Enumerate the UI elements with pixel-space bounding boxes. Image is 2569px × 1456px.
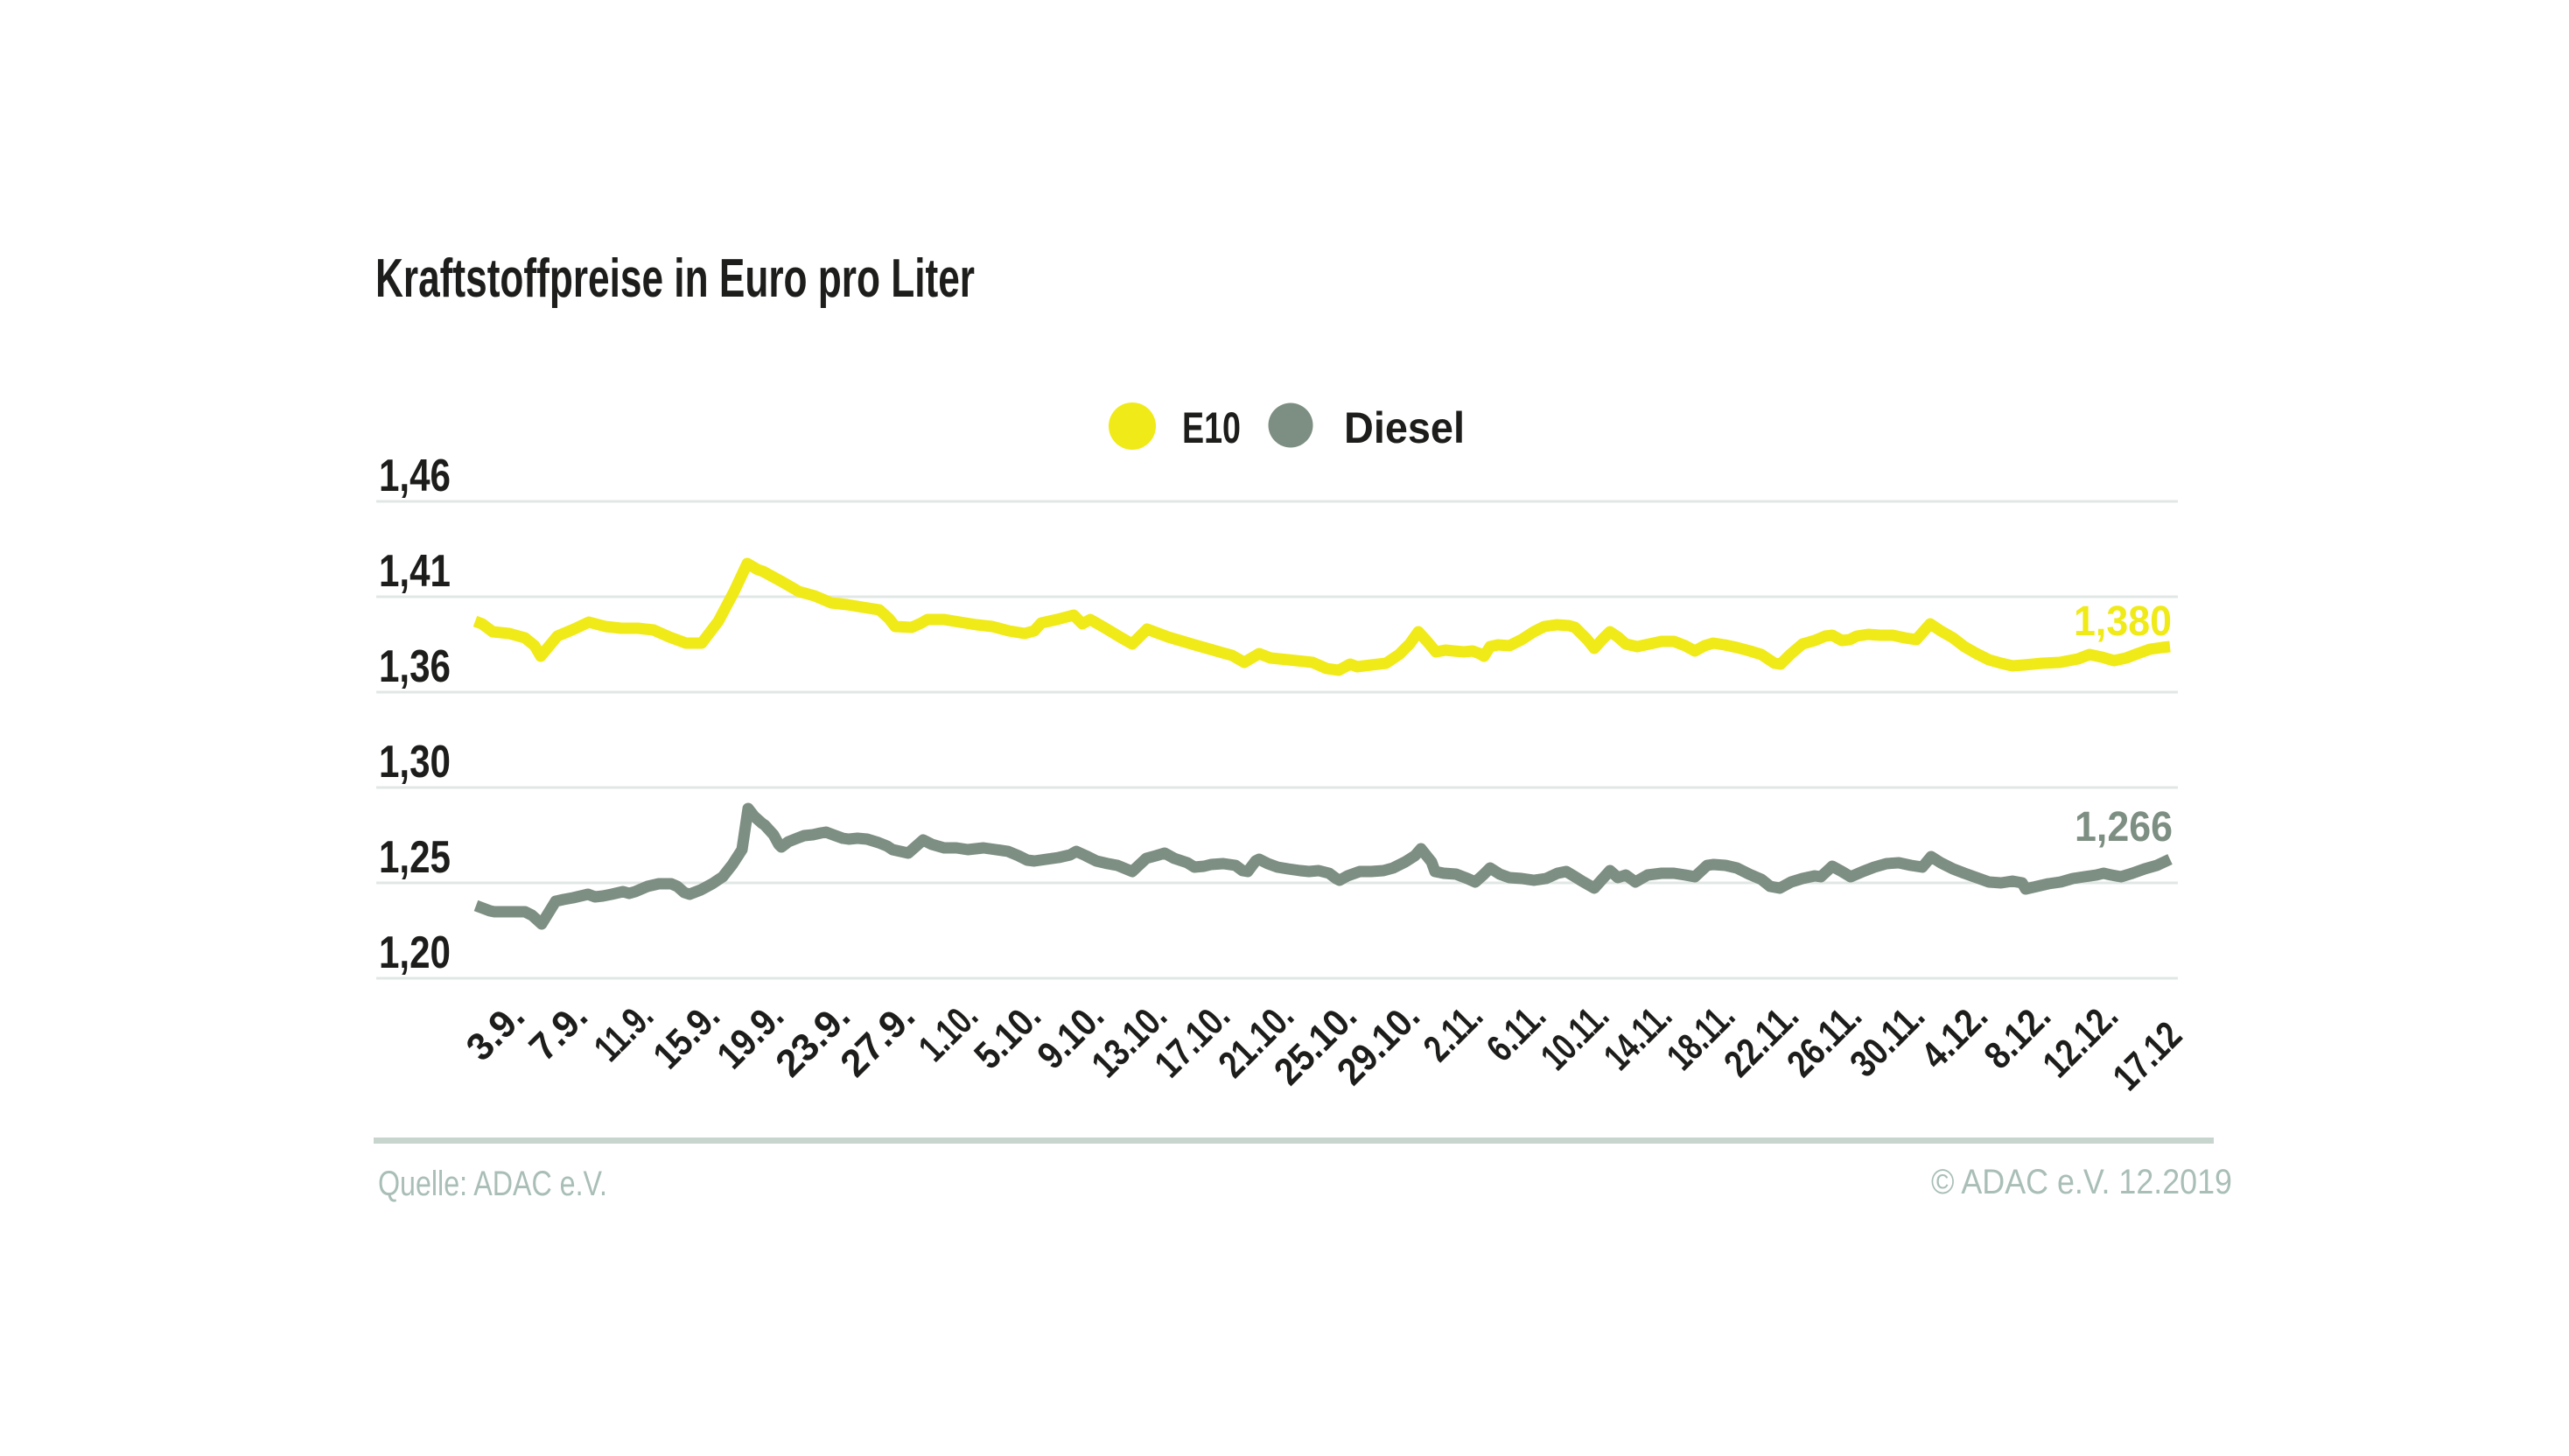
svg-text:E10: E10: [1182, 403, 1241, 452]
svg-text:1,36: 1,36: [379, 641, 451, 692]
svg-text:1,380: 1,380: [2074, 598, 2172, 645]
svg-text:1,25: 1,25: [379, 832, 451, 883]
svg-text:Quelle: ADAC e.V.: Quelle: ADAC e.V.: [378, 1165, 607, 1203]
svg-text:Diesel: Diesel: [1344, 403, 1465, 452]
svg-text:1,41: 1,41: [379, 546, 451, 597]
svg-text:© ADAC e.V. 12.2019: © ADAC e.V. 12.2019: [1931, 1163, 2232, 1201]
svg-text:1,46: 1,46: [379, 451, 451, 501]
svg-text:1,266: 1,266: [2075, 804, 2173, 850]
svg-text:1,20: 1,20: [379, 928, 451, 978]
svg-text:1,30: 1,30: [379, 737, 451, 788]
svg-text:Kraftstoffpreise in Euro pro L: Kraftstoffpreise in Euro pro Liter: [375, 248, 975, 309]
